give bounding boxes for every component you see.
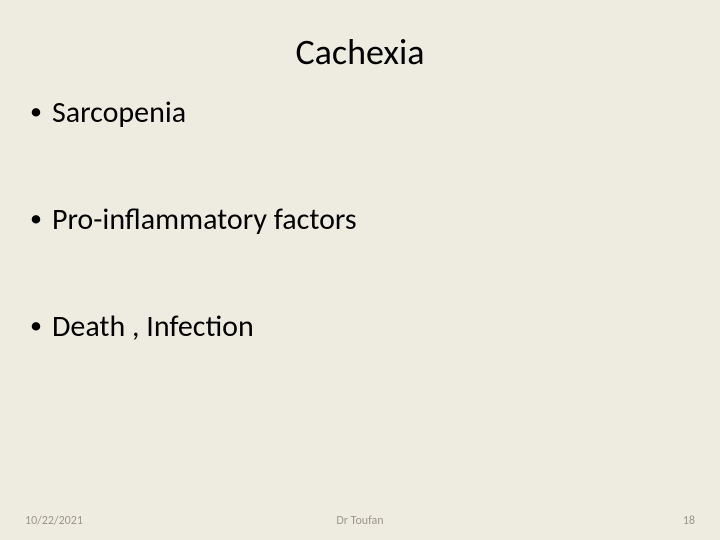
bullet-text: Death , Infection <box>52 308 254 345</box>
footer-page-number: 18 <box>472 514 695 528</box>
slide-footer: 10/22/2021 Dr Toufan 18 <box>0 514 720 528</box>
bullet-text: Pro-inflammatory factors <box>52 201 357 238</box>
bullet-marker: • <box>30 308 42 344</box>
bullet-item: • Death , Infection <box>30 308 690 345</box>
bullet-marker: • <box>30 94 42 130</box>
bullet-item: • Pro-inflammatory factors <box>30 201 690 238</box>
slide-container: Cachexia • Sarcopenia • Pro-inflammatory… <box>0 0 720 540</box>
footer-author: Dr Toufan <box>248 514 471 528</box>
bullet-marker: • <box>30 201 42 237</box>
slide-title: Cachexia <box>0 0 720 94</box>
slide-content: • Sarcopenia • Pro-inflammatory factors … <box>0 94 720 345</box>
bullet-text: Sarcopenia <box>52 94 186 131</box>
footer-date: 10/22/2021 <box>25 514 248 528</box>
bullet-item: • Sarcopenia <box>30 94 690 131</box>
